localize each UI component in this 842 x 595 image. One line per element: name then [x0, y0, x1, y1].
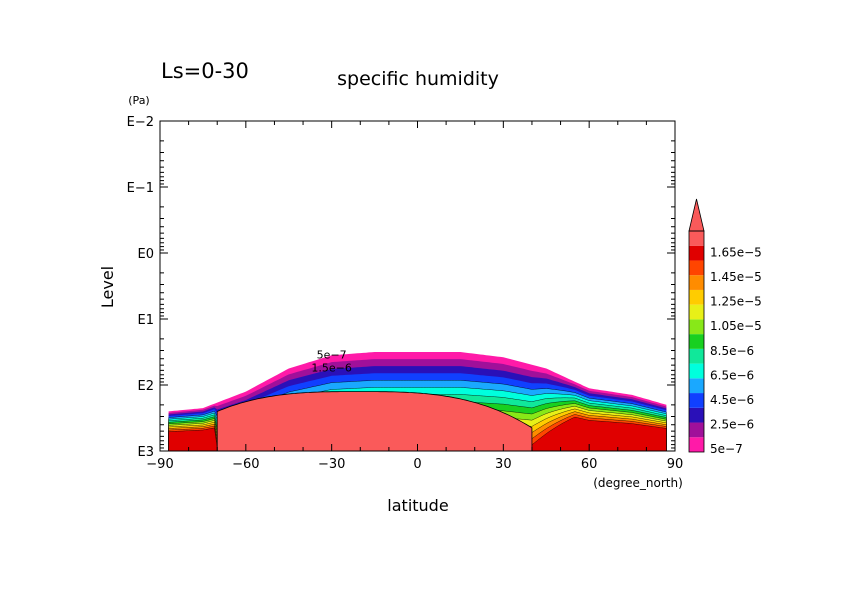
colorbar: 5e−7 2.5e−6 4.5e−6 6.5e−6 8.5e−6 1.05e−5 1.25e…	[688, 198, 762, 456]
colorbar-segment	[689, 260, 704, 276]
colorbar-segment	[689, 393, 704, 408]
colorbar-label: 4.5e−6	[710, 393, 754, 407]
colorbar-label: 6.5e−6	[710, 368, 754, 382]
colorbar-segment	[689, 348, 704, 364]
colorbar-label: 2.5e−6	[710, 417, 754, 431]
colorbar-label: 1.05e−5	[710, 319, 762, 333]
y-tick-label: E1	[138, 313, 155, 328]
contour-label: 1.5e−6	[311, 362, 351, 375]
contour-label: 5e−7	[317, 348, 347, 361]
colorbar-segment	[689, 319, 704, 335]
colorbar-label: 8.5e−6	[710, 344, 754, 358]
colorbar-label: 1.65e−5	[710, 246, 762, 260]
y-tick-label: E3	[138, 445, 155, 460]
colorbar-segment	[689, 245, 704, 261]
contour-fill-group	[168, 352, 667, 451]
period-label: Ls=0-30	[161, 59, 249, 83]
x-tick-label: 90	[667, 457, 684, 472]
x-axis: −90 −60 −30 0 30 60 90	[146, 121, 683, 472]
colorbar-segment	[689, 437, 704, 452]
x-tick-label: 0	[413, 457, 421, 472]
saturated-core	[216, 391, 533, 451]
colorbar-segment	[689, 334, 704, 349]
x-tick-label: −90	[146, 457, 173, 472]
colorbar-segment	[689, 304, 704, 320]
y-tick-label: E−1	[127, 181, 154, 196]
colorbar-label: 1.25e−5	[710, 295, 762, 309]
y-unit-label: (Pa)	[128, 94, 149, 107]
colorbar-label: 5e−7	[710, 442, 743, 456]
x-axis-title: latitude	[387, 496, 448, 515]
x-tick-label: 30	[495, 457, 512, 472]
colorbar-segment	[689, 289, 704, 305]
colorbar-overflow-arrow	[688, 198, 705, 232]
colorbar-label: 1.45e−5	[710, 270, 762, 284]
colorbar-segment	[689, 407, 704, 423]
x-axis-unit: (degree_north)	[593, 476, 683, 490]
y-axis-title: Level	[98, 266, 117, 308]
colorbar-frame	[688, 230, 705, 453]
colorbar-segment	[689, 422, 704, 438]
colorbar-segment	[689, 363, 704, 379]
y-tick-label: E0	[138, 247, 155, 262]
x-tick-label: −30	[318, 457, 345, 472]
colorbar-segment	[689, 275, 704, 290]
x-tick-label: 60	[581, 457, 598, 472]
y-tick-label: E2	[138, 379, 155, 394]
y-axis: E−2 E−1 E0 E1 E2 E3	[127, 115, 675, 460]
colorbar-segment	[689, 378, 704, 394]
x-tick-label: −60	[232, 457, 259, 472]
y-tick-label: E−2	[127, 115, 154, 130]
chart-title: specific humidity	[337, 68, 499, 90]
colorbar-segment	[689, 231, 704, 246]
contour-labels-group: 5e−71.5e−6	[311, 348, 351, 374]
